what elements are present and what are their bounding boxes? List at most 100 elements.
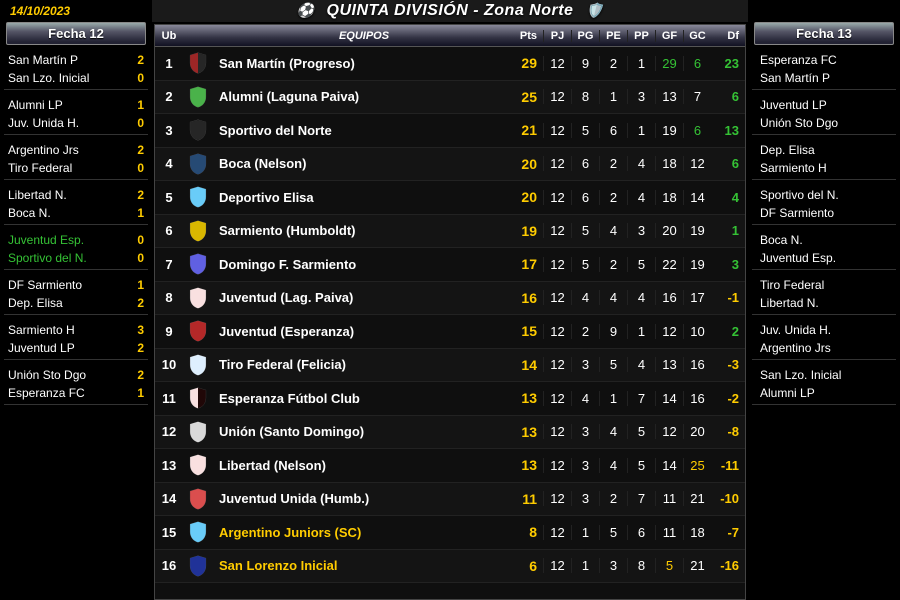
cell-pe: 9 — [599, 324, 627, 339]
cell-name: Unión (Santo Domingo) — [213, 424, 509, 439]
cell-shield — [183, 86, 213, 108]
cell-pts: 11 — [509, 491, 543, 507]
cell-gc: 20 — [683, 424, 711, 439]
match: San Lzo. Inicial Alumni LP — [752, 364, 896, 405]
th-pts: Pts — [509, 30, 543, 42]
cell-gc: 14 — [683, 190, 711, 205]
cell-pj: 12 — [543, 558, 571, 573]
cell-pp: 5 — [627, 257, 655, 272]
cell-pp: 5 — [627, 424, 655, 439]
team-away: Tiro Federal — [8, 159, 72, 177]
cell-pg: 1 — [571, 558, 599, 573]
cell-name: Sarmiento (Humboldt) — [213, 223, 509, 238]
cell-name: Sportivo del Norte — [213, 123, 509, 138]
team-home: San Lzo. Inicial — [760, 366, 841, 384]
cell-pe: 6 — [599, 123, 627, 138]
cell-pg: 5 — [571, 123, 599, 138]
team-home: Juventud LP — [760, 96, 827, 114]
cell-pp: 5 — [627, 458, 655, 473]
cell-pj: 12 — [543, 391, 571, 406]
match-away-row: Libertad N. — [756, 294, 892, 312]
match-home-row: Juventud Esp. 0 — [8, 231, 144, 249]
cell-ub: 12 — [155, 424, 183, 439]
cell-pj: 12 — [543, 357, 571, 372]
table-row: 7 Domingo F. Sarmiento 17 12 5 2 5 22 19… — [155, 248, 745, 282]
cell-pg: 8 — [571, 89, 599, 104]
match-home-row: DF Sarmiento 1 — [8, 276, 144, 294]
score-home: 2 — [130, 141, 144, 159]
cell-ub: 6 — [155, 223, 183, 238]
cell-gf: 11 — [655, 525, 683, 540]
federation-shield-left: ⚽ — [297, 2, 315, 20]
cell-df: -8 — [711, 424, 745, 439]
cell-shield — [183, 119, 213, 141]
match-home-row: Boca N. — [756, 231, 892, 249]
table-row: 12 Unión (Santo Domingo) 13 12 3 4 5 12 … — [155, 416, 745, 450]
cell-pts: 20 — [509, 156, 543, 172]
cell-shield — [183, 220, 213, 242]
cell-pp: 7 — [627, 391, 655, 406]
cell-gc: 21 — [683, 558, 711, 573]
match: Alumni LP 1 Juv. Unida H. 0 — [4, 94, 148, 135]
team-away: Sarmiento H — [760, 159, 827, 177]
cell-gc: 19 — [683, 223, 711, 238]
cell-pg: 4 — [571, 290, 599, 305]
cell-gc: 16 — [683, 357, 711, 372]
score-away: 0 — [130, 159, 144, 177]
cell-df: -2 — [711, 391, 745, 406]
cell-ub: 10 — [155, 357, 183, 372]
cell-ub: 2 — [155, 89, 183, 104]
cell-shield — [183, 186, 213, 208]
cell-ub: 3 — [155, 123, 183, 138]
cell-pg: 6 — [571, 190, 599, 205]
score-away: 1 — [130, 204, 144, 222]
cell-shield — [183, 320, 213, 342]
th-gf: GF — [655, 30, 683, 42]
match-home-row: Unión Sto Dgo 2 — [8, 366, 144, 384]
cell-ub: 4 — [155, 156, 183, 171]
cell-pts: 14 — [509, 357, 543, 373]
match-away-row: Sportivo del N. 0 — [8, 249, 144, 267]
cell-ub: 11 — [155, 391, 183, 406]
cell-pe: 3 — [599, 558, 627, 573]
cell-name: San Lorenzo Inicial — [213, 558, 509, 573]
cell-pj: 12 — [543, 156, 571, 171]
cell-name: Argentino Juniors (SC) — [213, 525, 509, 540]
team-home: Dep. Elisa — [760, 141, 815, 159]
cell-gf: 14 — [655, 458, 683, 473]
cell-pj: 12 — [543, 257, 571, 272]
cell-gf: 12 — [655, 424, 683, 439]
cell-gc: 7 — [683, 89, 711, 104]
table-row: 15 Argentino Juniors (SC) 8 12 1 5 6 11 … — [155, 516, 745, 550]
table-header-row: Ub EQUIPOS Pts PJ PG PE PP GF GC Df — [155, 25, 745, 47]
cell-shield — [183, 153, 213, 175]
cell-name: Esperanza Fútbol Club — [213, 391, 509, 406]
cell-pj: 12 — [543, 190, 571, 205]
cell-pp: 4 — [627, 156, 655, 171]
cell-name: Deportivo Elisa — [213, 190, 509, 205]
cell-pts: 16 — [509, 290, 543, 306]
match: Juventud LP Unión Sto Dgo — [752, 94, 896, 135]
cell-df: 6 — [711, 156, 745, 171]
team-away: San Martín P — [760, 69, 830, 87]
cell-gc: 17 — [683, 290, 711, 305]
cell-pp: 3 — [627, 89, 655, 104]
cell-pp: 7 — [627, 491, 655, 506]
match-home-row: Argentino Jrs 2 — [8, 141, 144, 159]
right-fecha-header: Fecha 13 — [754, 22, 894, 45]
team-home: Alumni LP — [8, 96, 63, 114]
cell-pp: 8 — [627, 558, 655, 573]
cell-gc: 10 — [683, 324, 711, 339]
cell-pe: 2 — [599, 257, 627, 272]
cell-gf: 14 — [655, 391, 683, 406]
score-away: 1 — [130, 384, 144, 402]
left-match-list: San Martín P 2 San Lzo. Inicial 0 Alumni… — [0, 49, 152, 405]
cell-pe: 5 — [599, 357, 627, 372]
match: Sportivo del N. DF Sarmiento — [752, 184, 896, 225]
cell-pj: 12 — [543, 525, 571, 540]
table-row: 2 Alumni (Laguna Paiva) 25 12 8 1 3 13 7… — [155, 81, 745, 115]
cell-ub: 8 — [155, 290, 183, 305]
table-row: 5 Deportivo Elisa 20 12 6 2 4 18 14 4 — [155, 181, 745, 215]
cell-df: 2 — [711, 324, 745, 339]
cell-pp: 3 — [627, 223, 655, 238]
